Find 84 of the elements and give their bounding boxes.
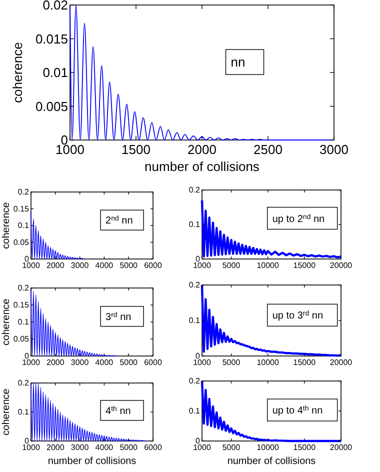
x-tick-label: 20000	[330, 261, 353, 270]
y-tick-label: 0.2	[18, 188, 30, 196]
y-axis-title: coherence	[1, 298, 12, 346]
x-tick-label: 15000	[293, 443, 316, 452]
x-tick-label: 15000	[293, 358, 316, 367]
annotation: nn	[230, 54, 246, 70]
y-tick-label: 0	[24, 254, 30, 264]
x-tick-label: 5000	[120, 443, 138, 452]
line-series	[30, 382, 146, 442]
x-tick-label: 1000	[193, 261, 212, 270]
x-tick-label: 1000	[193, 443, 212, 452]
y-tick-label: 0.05	[13, 238, 30, 247]
x-tick-label: 2000	[46, 358, 65, 367]
y-tick-label: 0.01	[42, 65, 68, 80]
y-tick-label: 0.005	[35, 98, 68, 114]
y-tick-label: 0.1	[188, 406, 201, 416]
y-tick-label: 0.1	[18, 221, 30, 230]
y-axis-title: coherence	[10, 42, 25, 103]
x-axis-title: number of collisions	[48, 456, 136, 467]
annotation: 2$^{nd}$ nn	[106, 214, 133, 227]
x-tick-label: 2000	[46, 443, 65, 452]
y-tick-label: 0.2	[18, 284, 30, 292]
x-tick-label: 1500	[122, 142, 150, 157]
y-axis-title: coherence	[1, 388, 12, 436]
x-tick-label: 3000	[70, 358, 90, 367]
y-tick-label: 0	[196, 352, 201, 360]
line-series	[70, 4, 334, 140]
y-tick-label: 0.2	[188, 280, 201, 290]
line-series	[200, 284, 342, 357]
x-tick-label: 5000	[222, 443, 241, 452]
y-tick-label: 0.2	[188, 376, 201, 386]
x-tick-label: 15000	[293, 261, 316, 270]
x-tick-label: 2000	[46, 261, 65, 270]
y-tick-label: 0	[24, 352, 30, 360]
x-tick-label: 5000	[120, 261, 138, 270]
x-tick-label: 5000	[222, 358, 241, 367]
x-tick-label: 2000	[188, 142, 216, 157]
x-tick-label: 1000	[22, 261, 40, 270]
y-tick-label: 0.02	[42, 0, 68, 12]
y-tick-label: 0.1	[18, 318, 30, 326]
x-tick-label: 4000	[95, 358, 114, 367]
x-tick-label: 1000	[22, 443, 40, 452]
line-series	[200, 199, 342, 258]
x-tick-label: 10000	[256, 261, 280, 270]
line-series	[200, 380, 342, 442]
x-tick-label: 10000	[256, 443, 280, 452]
y-tick-label: 0.1	[188, 220, 201, 229]
x-tick-label: 20000	[330, 358, 353, 367]
x-tick-label: 4000	[95, 261, 114, 270]
annotation: up to 4$^{th}$ nn	[272, 404, 323, 416]
x-tick-label: 10000	[256, 358, 280, 367]
x-tick-label: 3000	[70, 261, 90, 270]
line-series	[30, 212, 86, 260]
y-tick-label: 0.05	[13, 334, 30, 344]
y-tick-label: 0.015	[35, 31, 68, 46]
x-tick-label: 5000	[222, 261, 241, 270]
y-tick-label: 0.1	[188, 316, 201, 325]
x-tick-label: 3000	[70, 443, 90, 452]
y-tick-label: 0	[24, 436, 30, 446]
x-axis-title: number of collisions	[144, 159, 260, 174]
y-tick-label: 0.2	[188, 186, 201, 194]
y-tick-label: 0.15	[13, 300, 30, 310]
x-tick-label: 5000	[120, 358, 138, 367]
annotation: up to 2$^{nd}$ nn	[272, 212, 325, 225]
y-tick-label: 0.15	[13, 204, 30, 214]
x-tick-label: 6000	[144, 358, 162, 367]
x-tick-label: 2500	[254, 142, 282, 157]
annotation: 4$^{th}$ nn	[106, 404, 131, 417]
x-tick-label: 3000	[320, 142, 348, 157]
x-tick-label: 1000	[193, 358, 212, 367]
x-tick-label: 4000	[95, 443, 114, 452]
x-tick-label: 6000	[144, 443, 162, 452]
y-tick-label: 0.2	[18, 378, 30, 388]
x-tick-label: 20000	[330, 443, 353, 452]
x-tick-label: 6000	[144, 261, 162, 270]
line-series	[30, 288, 117, 356]
annotation: 3$^{rd}$ nn	[106, 310, 132, 323]
y-tick-label: 0.1	[18, 408, 30, 416]
y-axis-title: coherence	[1, 202, 12, 249]
x-tick-label: 1000	[22, 358, 40, 367]
annotation: up to 3$^{rd}$ nn	[272, 309, 324, 322]
y-tick-label: 0	[196, 436, 201, 446]
x-axis-title: number of collisions	[227, 456, 316, 467]
y-tick-label: 0	[196, 254, 201, 264]
